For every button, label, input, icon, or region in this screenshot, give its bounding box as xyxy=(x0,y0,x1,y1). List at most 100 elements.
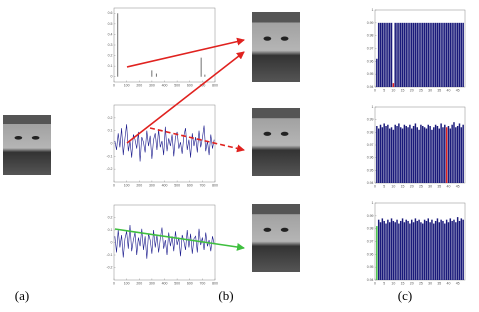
arrow xyxy=(114,228,245,251)
x-tick-label: 800 xyxy=(212,83,218,87)
x-tick-label: 700 xyxy=(199,83,205,87)
residual-bar xyxy=(398,123,400,183)
face-eye xyxy=(263,131,272,136)
x-tick-label: 500 xyxy=(174,183,180,187)
y-tick-label: 0.5 xyxy=(108,22,113,26)
residual-bar xyxy=(447,222,450,280)
residual-bar xyxy=(381,127,384,183)
x-tick-label: 15 xyxy=(401,88,405,92)
y-tick-label: 0 xyxy=(111,141,113,145)
residual-bar xyxy=(381,22,384,87)
y-tick-label: 0.94 xyxy=(367,85,374,89)
residual-bar xyxy=(416,220,418,280)
residual-bar xyxy=(407,22,409,87)
residual-bar xyxy=(381,218,384,280)
x-tick-label: 200 xyxy=(136,281,142,285)
x-tick-label: 800 xyxy=(212,183,218,187)
residual-bar xyxy=(434,124,437,183)
residual-bar xyxy=(442,22,444,87)
residual-bar xyxy=(403,124,406,183)
residual-bar xyxy=(390,218,393,280)
residual-bar xyxy=(440,219,442,280)
residual-bar xyxy=(429,126,431,183)
face-eye xyxy=(280,36,289,41)
residual-bar xyxy=(401,22,404,87)
residual-bar xyxy=(398,223,400,280)
x-tick-label: 100 xyxy=(124,281,130,285)
residual-bar xyxy=(422,126,424,183)
residual-bar xyxy=(451,124,453,183)
residual-bar xyxy=(449,22,452,87)
residual-bar xyxy=(423,127,426,183)
y-tick-label: 0.98 xyxy=(367,130,374,134)
x-tick-label: 200 xyxy=(136,83,142,87)
face-eye xyxy=(14,136,23,140)
residual-bar xyxy=(438,222,441,280)
residual-bar xyxy=(455,127,457,183)
face-hair xyxy=(3,115,51,124)
x-tick-label: 100 xyxy=(124,183,130,187)
residual-bar xyxy=(451,22,453,87)
face-eye xyxy=(263,227,272,232)
x-tick-label: 45 xyxy=(456,88,460,92)
x-tick-label: 600 xyxy=(187,281,193,285)
residual-bar xyxy=(427,218,429,280)
x-tick-label: 30 xyxy=(428,88,432,92)
residual-bar xyxy=(418,129,420,183)
panel-label: (c) xyxy=(398,288,412,303)
y-tick-label: 1 xyxy=(372,8,374,12)
x-tick-label: 25 xyxy=(419,184,423,188)
residual-bar xyxy=(388,222,391,280)
residual-bar xyxy=(412,22,415,87)
residual-bar xyxy=(396,22,398,87)
residual-bar xyxy=(451,220,453,280)
residual-bar xyxy=(385,22,387,87)
coefficient-line xyxy=(114,224,215,259)
residual-bar xyxy=(460,218,463,280)
face-photo xyxy=(252,108,300,176)
residual-bar xyxy=(396,126,398,183)
face-eye xyxy=(280,227,289,232)
residual-bar xyxy=(431,129,433,183)
residual-bar xyxy=(445,127,448,183)
face-hair xyxy=(252,108,300,119)
face-hair xyxy=(252,204,300,215)
residual-bar xyxy=(409,124,411,183)
residual-bar xyxy=(442,220,444,280)
residual-bar xyxy=(409,223,411,280)
residual-bar xyxy=(405,219,407,280)
x-tick-label: 20 xyxy=(410,184,414,188)
residual-bar xyxy=(449,128,452,183)
residual-bar xyxy=(392,83,395,87)
face-hair xyxy=(252,12,300,23)
residual-bar xyxy=(453,22,455,87)
residual-bar xyxy=(411,219,413,280)
residual-bar xyxy=(456,22,459,87)
residual-bar xyxy=(444,124,446,183)
residual-bar xyxy=(401,218,404,280)
residual-bar xyxy=(412,126,415,183)
panel-label: (b) xyxy=(218,288,233,303)
residual-bar xyxy=(422,22,424,87)
y-tick-label: 0.99 xyxy=(367,21,374,25)
x-tick-label: 40 xyxy=(447,88,451,92)
residual-bar xyxy=(376,226,378,280)
y-tick-label: 0.1 xyxy=(108,64,113,68)
x-tick-label: 500 xyxy=(174,83,180,87)
face-photo xyxy=(252,204,300,272)
x-tick-label: 30 xyxy=(428,184,432,188)
x-tick-label: 30 xyxy=(428,281,432,285)
x-tick-label: 35 xyxy=(437,281,441,285)
residual-bar xyxy=(411,128,413,183)
residual-bar xyxy=(434,22,437,87)
y-tick-label: 0.6 xyxy=(108,11,113,15)
residual-bar xyxy=(394,124,396,183)
residual-bar xyxy=(453,122,455,183)
residual-bar xyxy=(390,127,393,183)
residual-bar xyxy=(455,22,457,87)
residual-bar xyxy=(462,124,464,183)
y-tick-label: 0.3 xyxy=(108,43,113,47)
residual-bar xyxy=(377,219,380,280)
residual-bar xyxy=(379,124,382,183)
residual-bar xyxy=(453,219,455,280)
